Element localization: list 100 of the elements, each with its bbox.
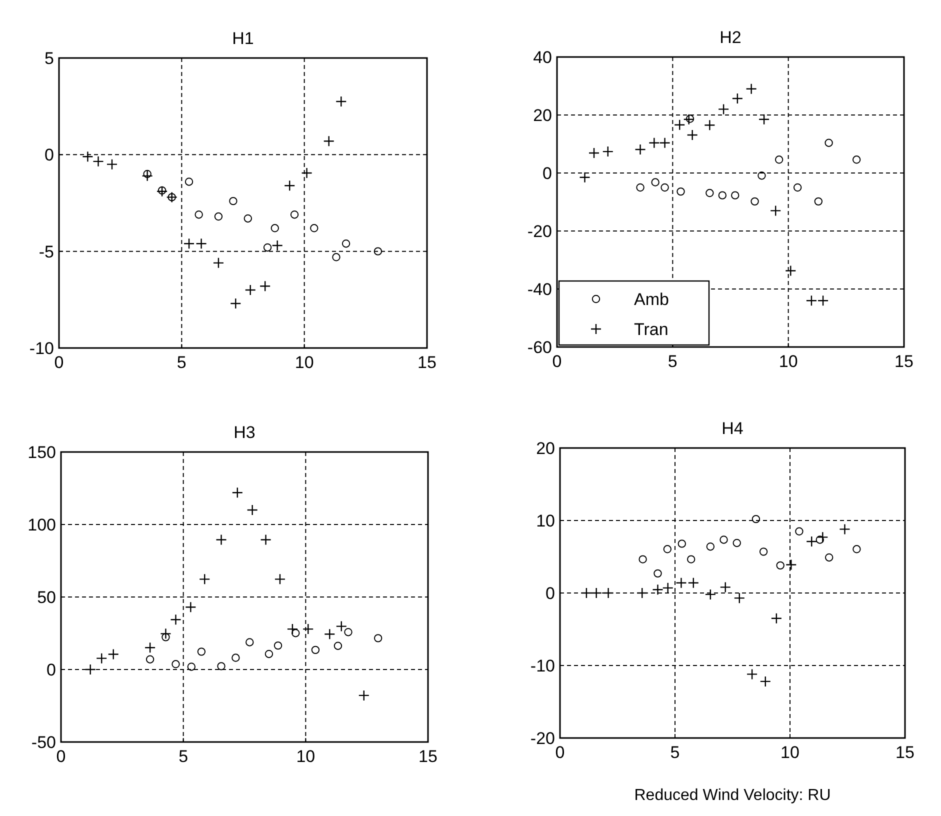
- y-tick-label: -40: [527, 280, 552, 299]
- point: [374, 247, 382, 256]
- point: [706, 188, 714, 198]
- point: [332, 253, 340, 262]
- x-tick-label: 10: [780, 743, 800, 762]
- point: [580, 587, 592, 599]
- point: [817, 532, 828, 543]
- point: [688, 577, 699, 588]
- point: [217, 662, 226, 670]
- point: [311, 646, 320, 654]
- point: [663, 545, 672, 554]
- point: [344, 628, 352, 636]
- point: [774, 156, 784, 164]
- point: [292, 629, 300, 638]
- point: [82, 151, 94, 162]
- point: [824, 138, 833, 147]
- point: [196, 238, 207, 250]
- point: [272, 240, 283, 252]
- point: [676, 187, 685, 196]
- x-tick-label: 5: [668, 352, 678, 371]
- point: [734, 592, 745, 604]
- point: [674, 119, 686, 130]
- point: [263, 243, 272, 252]
- point: [662, 582, 674, 594]
- point: [759, 548, 768, 556]
- point: [839, 524, 850, 535]
- point: [806, 295, 818, 306]
- point: [590, 587, 602, 599]
- x-tick-label: 15: [418, 747, 438, 766]
- point: [687, 555, 696, 564]
- y-tick-label: 0: [46, 660, 56, 680]
- y-tick-label: -10: [29, 339, 54, 358]
- point: [244, 284, 256, 296]
- point: [652, 584, 664, 596]
- x-tick-label: 5: [176, 353, 186, 372]
- point: [212, 257, 224, 269]
- point: [760, 676, 771, 688]
- point: [758, 172, 766, 180]
- point: [816, 536, 824, 544]
- y-tick-label: 20: [533, 106, 552, 125]
- point: [106, 158, 118, 170]
- point: [706, 542, 715, 551]
- legend-label: Amb: [634, 290, 669, 309]
- point: [651, 178, 660, 186]
- point: [718, 191, 727, 200]
- point: [323, 136, 334, 147]
- point: [732, 538, 741, 548]
- point: [852, 545, 861, 554]
- point: [636, 183, 644, 192]
- point: [602, 146, 614, 158]
- chart-title: H4: [722, 419, 744, 438]
- point: [286, 623, 298, 635]
- point: [686, 114, 694, 123]
- point: [216, 534, 227, 546]
- point: [108, 648, 119, 660]
- point: [232, 654, 240, 662]
- point: [752, 514, 760, 524]
- point: [676, 577, 687, 588]
- point: [678, 540, 686, 548]
- point: [143, 170, 152, 178]
- point: [187, 662, 196, 671]
- point: [825, 553, 834, 562]
- point: [310, 224, 318, 232]
- point: [746, 668, 758, 680]
- y-tick-label: 5: [44, 49, 54, 68]
- x-tick-label: 5: [670, 743, 680, 762]
- point: [336, 620, 347, 632]
- point: [720, 582, 731, 593]
- point: [634, 144, 646, 156]
- point: [160, 628, 172, 640]
- point: [686, 129, 698, 141]
- chart-title: H3: [234, 423, 256, 442]
- point: [170, 614, 182, 626]
- y-tick-label: -60: [527, 338, 552, 357]
- point: [579, 172, 590, 183]
- point: [358, 690, 370, 702]
- point: [770, 205, 782, 216]
- y-tick-label: 50: [37, 588, 56, 607]
- point: [183, 238, 195, 250]
- point: [264, 650, 274, 658]
- point: [290, 210, 299, 219]
- point: [194, 210, 203, 219]
- point: [259, 280, 271, 292]
- x-tick-label: 10: [296, 747, 316, 766]
- point: [785, 265, 796, 276]
- point: [96, 652, 108, 664]
- x-tick-label: 15: [896, 743, 914, 762]
- y-tick-label: 100: [28, 516, 56, 534]
- point: [229, 196, 238, 206]
- y-tick-label: -5: [38, 242, 54, 262]
- point: [199, 574, 210, 585]
- point: [852, 156, 861, 164]
- point: [770, 612, 782, 624]
- point: [214, 212, 223, 221]
- point: [270, 224, 279, 232]
- y-tick-label: 150: [28, 443, 56, 462]
- point: [146, 655, 154, 664]
- point: [274, 641, 282, 650]
- point: [84, 664, 96, 676]
- point: [232, 487, 244, 498]
